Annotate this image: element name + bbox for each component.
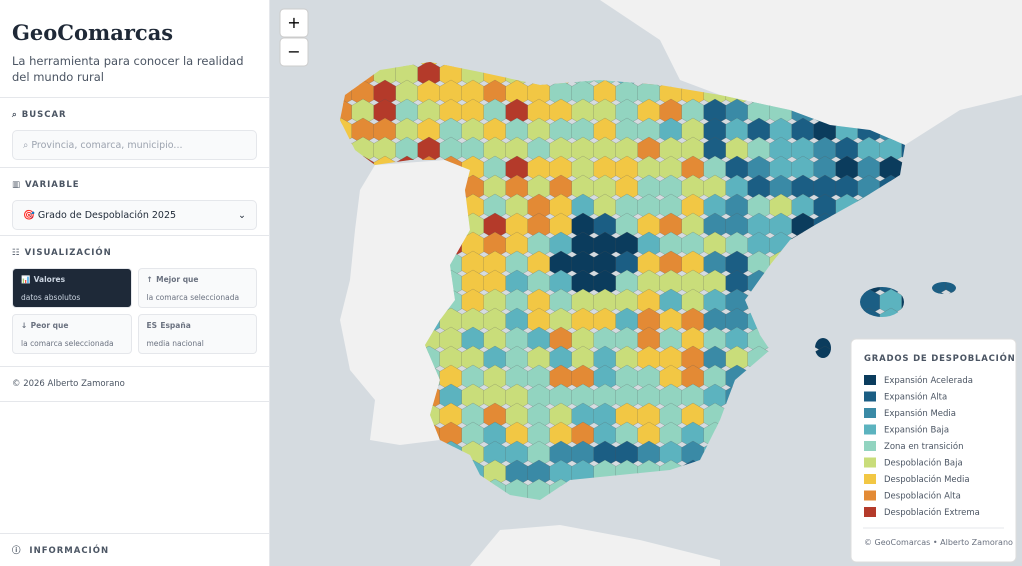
- variable-select[interactable]: 🎯 Grado de Despoblación 2025 ⌄: [12, 200, 257, 230]
- portugal: [340, 160, 470, 445]
- zoom-out-label: −: [287, 42, 300, 61]
- option-label: 📊 Valores: [21, 274, 123, 285]
- legend-label: Expansión Media: [884, 408, 956, 419]
- legend-label: Despoblación Alta: [884, 491, 961, 502]
- search-heading: ⌕ BUSCAR: [12, 110, 67, 120]
- app-title: GeoComarcas: [12, 20, 174, 45]
- view-option[interactable]: ES España media nacional: [137, 314, 257, 354]
- option-label-text: Valores: [33, 275, 66, 284]
- legend-label: Despoblación Media: [884, 474, 970, 485]
- option-icon: 📊: [21, 275, 31, 284]
- legend-label: Despoblación Extrema: [884, 507, 980, 518]
- legend-swatch: [864, 474, 876, 484]
- sidebar: GeoComarcas La herramienta para conocer …: [0, 0, 270, 566]
- legend-label: Expansión Alta: [884, 392, 947, 403]
- zoom-in-label: +: [287, 13, 300, 32]
- legend-label: Zona en transición: [884, 441, 963, 452]
- legend-title: GRADOS DE DESPOBLACIÓN: [864, 352, 1016, 364]
- legend-swatch: [864, 375, 876, 385]
- view-option[interactable]: ↑ Mejor que la comarca seleccionada: [137, 268, 257, 308]
- africa: [470, 525, 720, 566]
- option-label: ↓ Peor que: [21, 320, 123, 331]
- visualization-options: 📊 Valores datos absolutos ↑ Mejor que la co…: [12, 268, 257, 354]
- visualization-heading: ☷ VISUALIZACIÓN: [12, 248, 112, 258]
- legend-label: Expansión Baja: [884, 425, 949, 436]
- view-option[interactable]: ↓ Peor que la comarca seleccionada: [12, 314, 132, 354]
- visualization-heading-text: VISUALIZACIÓN: [24, 248, 112, 258]
- option-icon: ES: [146, 321, 158, 330]
- legend-swatch: [864, 441, 876, 451]
- legend-swatch: [864, 408, 876, 418]
- option-label-text: Mejor que: [156, 275, 199, 284]
- legend: GRADOS DE DESPOBLACIÓN © GeoComarcas • A…: [850, 338, 1017, 563]
- legend-swatch: [864, 391, 876, 402]
- zoom-in[interactable]: +: [279, 8, 309, 38]
- subtitle: La herramienta para conocer la realidad …: [12, 54, 244, 84]
- search-heading-text: BUSCAR: [21, 110, 67, 120]
- legend-swatch: [864, 457, 876, 468]
- france: [600, 0, 1022, 145]
- option-icon: ↓: [21, 321, 28, 330]
- option-label-text: España: [160, 321, 191, 330]
- view-option[interactable]: 📊 Valores datos absolutos: [12, 268, 132, 308]
- search-input[interactable]: ⌕ Provincia, comarca, municipio...: [12, 130, 257, 160]
- search-placeholder: Provincia, comarca, municipio...: [31, 139, 183, 151]
- legend-swatch: [864, 507, 876, 517]
- variable-heading-text: VARIABLE: [25, 180, 80, 190]
- copyright: © 2026 Alberto Zamorano: [0, 367, 269, 402]
- zoom-out[interactable]: −: [279, 37, 309, 67]
- option-label: ↑ Mejor que: [147, 274, 249, 285]
- option-sublabel: media nacional: [146, 339, 204, 348]
- option-label-text: Peor que: [30, 321, 69, 330]
- legend-label: Expansión Acelerada: [884, 375, 973, 386]
- option-sublabel: datos absolutos: [21, 293, 81, 302]
- legend-label: Despoblación Baja: [884, 458, 963, 469]
- option-icon: ↑: [146, 275, 153, 284]
- option-label: ES España: [147, 320, 249, 331]
- variable-value: Grado de Despoblación 2025: [37, 209, 177, 221]
- option-sublabel: la comarca seleccionada: [146, 293, 240, 302]
- info-text: INFORMACIÓN: [29, 546, 110, 556]
- option-sublabel: la comarca seleccionada: [21, 339, 114, 348]
- legend-credit: © GeoComarcas • Alberto Zamorano: [864, 538, 1013, 547]
- legend-swatch: [864, 424, 876, 435]
- legend-swatch: [864, 490, 876, 501]
- info-section[interactable]: ⓘ INFORMACIÓN: [0, 533, 269, 566]
- variable-heading: ▥ VARIABLE: [12, 180, 80, 190]
